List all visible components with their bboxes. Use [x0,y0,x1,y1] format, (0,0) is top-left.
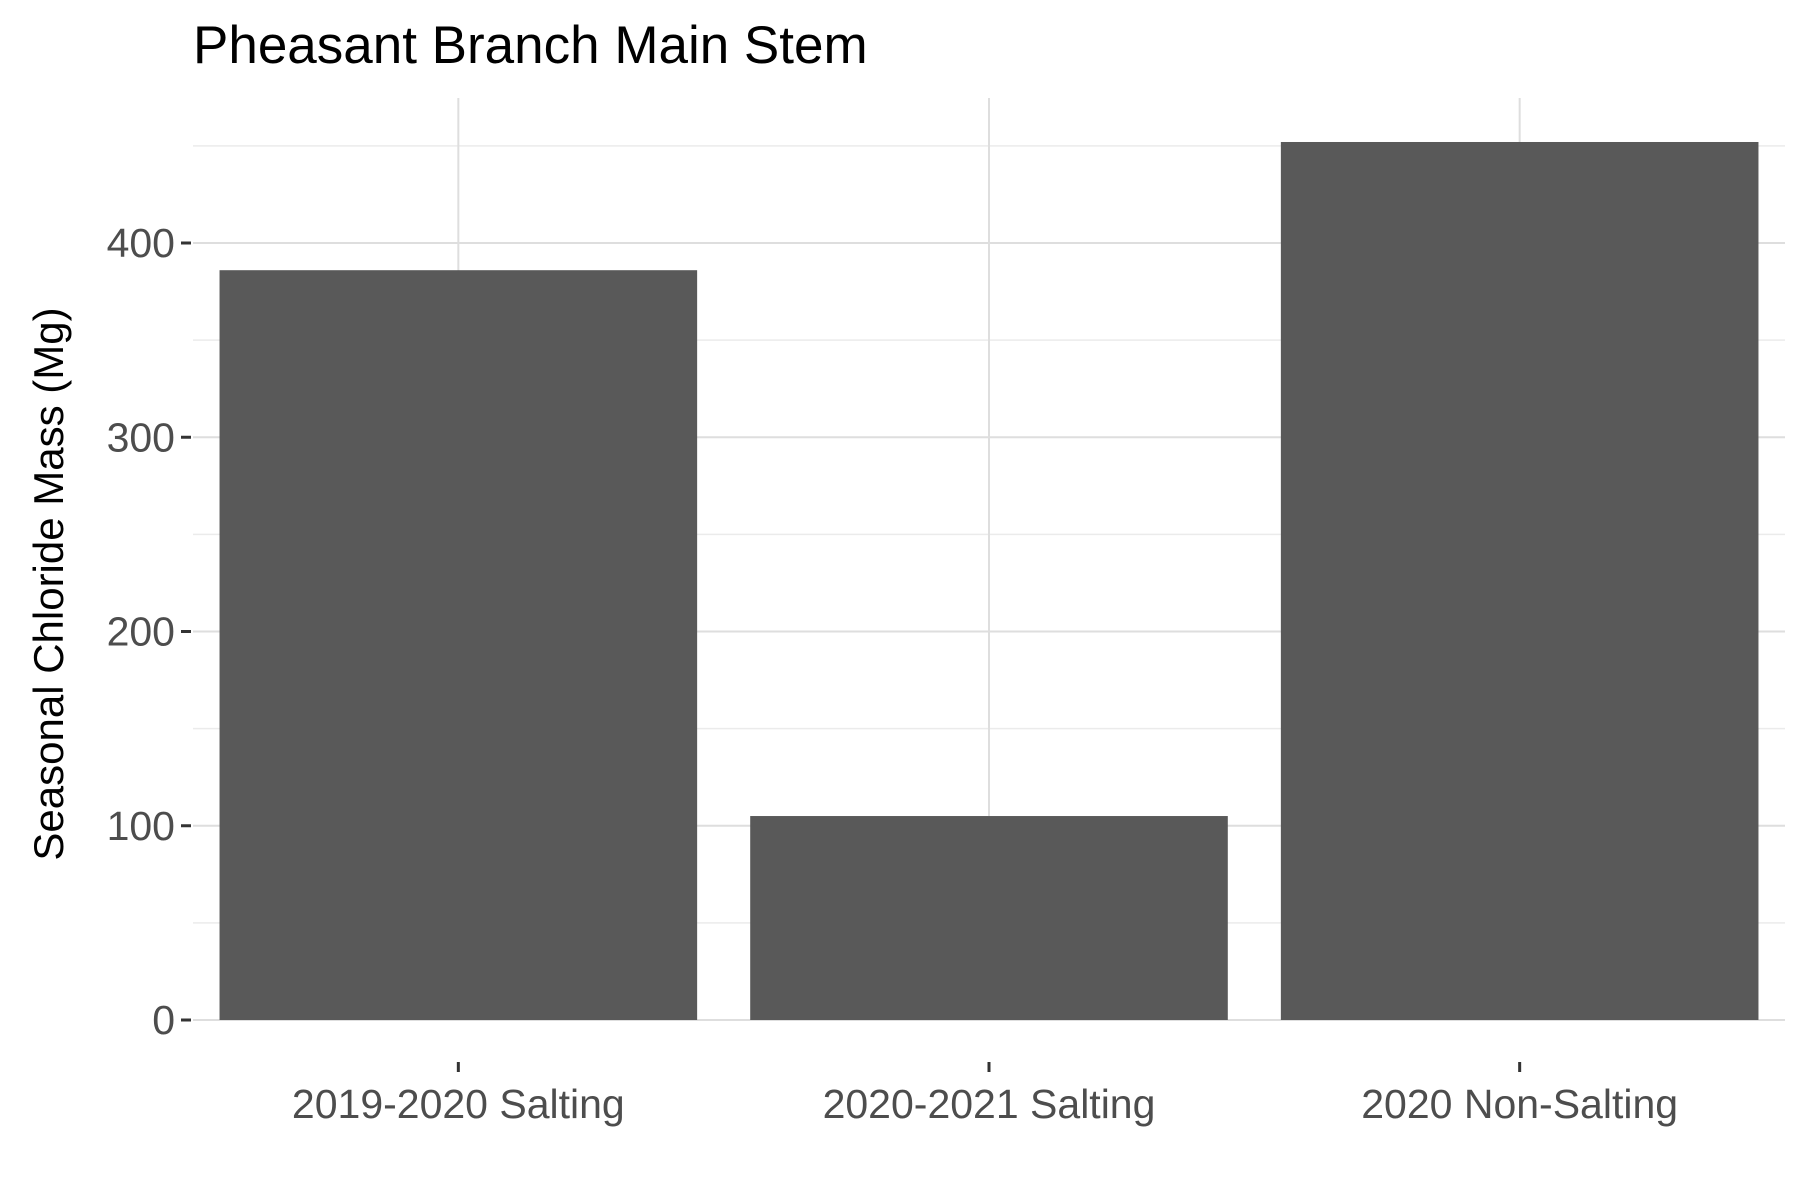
x-axis: 2019-2020 Salting 2020-2021 Salting 2020 N… [292,1062,1678,1127]
y-tick-label: 200 [107,609,175,655]
y-tick-label: 0 [152,997,175,1043]
y-tick-label: 300 [107,414,175,460]
chart-title: Pheasant Branch Main Stem [193,16,868,75]
y-tick-label: 100 [107,803,175,849]
x-tick-label: 2020-2021 Salting [823,1081,1156,1127]
y-tick-label: 400 [107,220,175,266]
bars [219,141,1759,1021]
x-tick-label: 2019-2020 Salting [292,1081,625,1127]
x-tick-label: 2020 Non-Salting [1361,1081,1678,1127]
y-axis: 0 100 200 300 400 [107,220,191,1043]
bar [1280,141,1759,1021]
y-axis-label: Seasonal Chloride Mass (Mg) [25,307,72,860]
bar [750,816,1228,1020]
bar [219,270,698,1020]
